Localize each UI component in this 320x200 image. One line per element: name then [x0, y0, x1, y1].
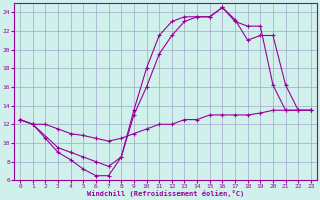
X-axis label: Windchill (Refroidissement éolien,°C): Windchill (Refroidissement éolien,°C)	[87, 190, 244, 197]
